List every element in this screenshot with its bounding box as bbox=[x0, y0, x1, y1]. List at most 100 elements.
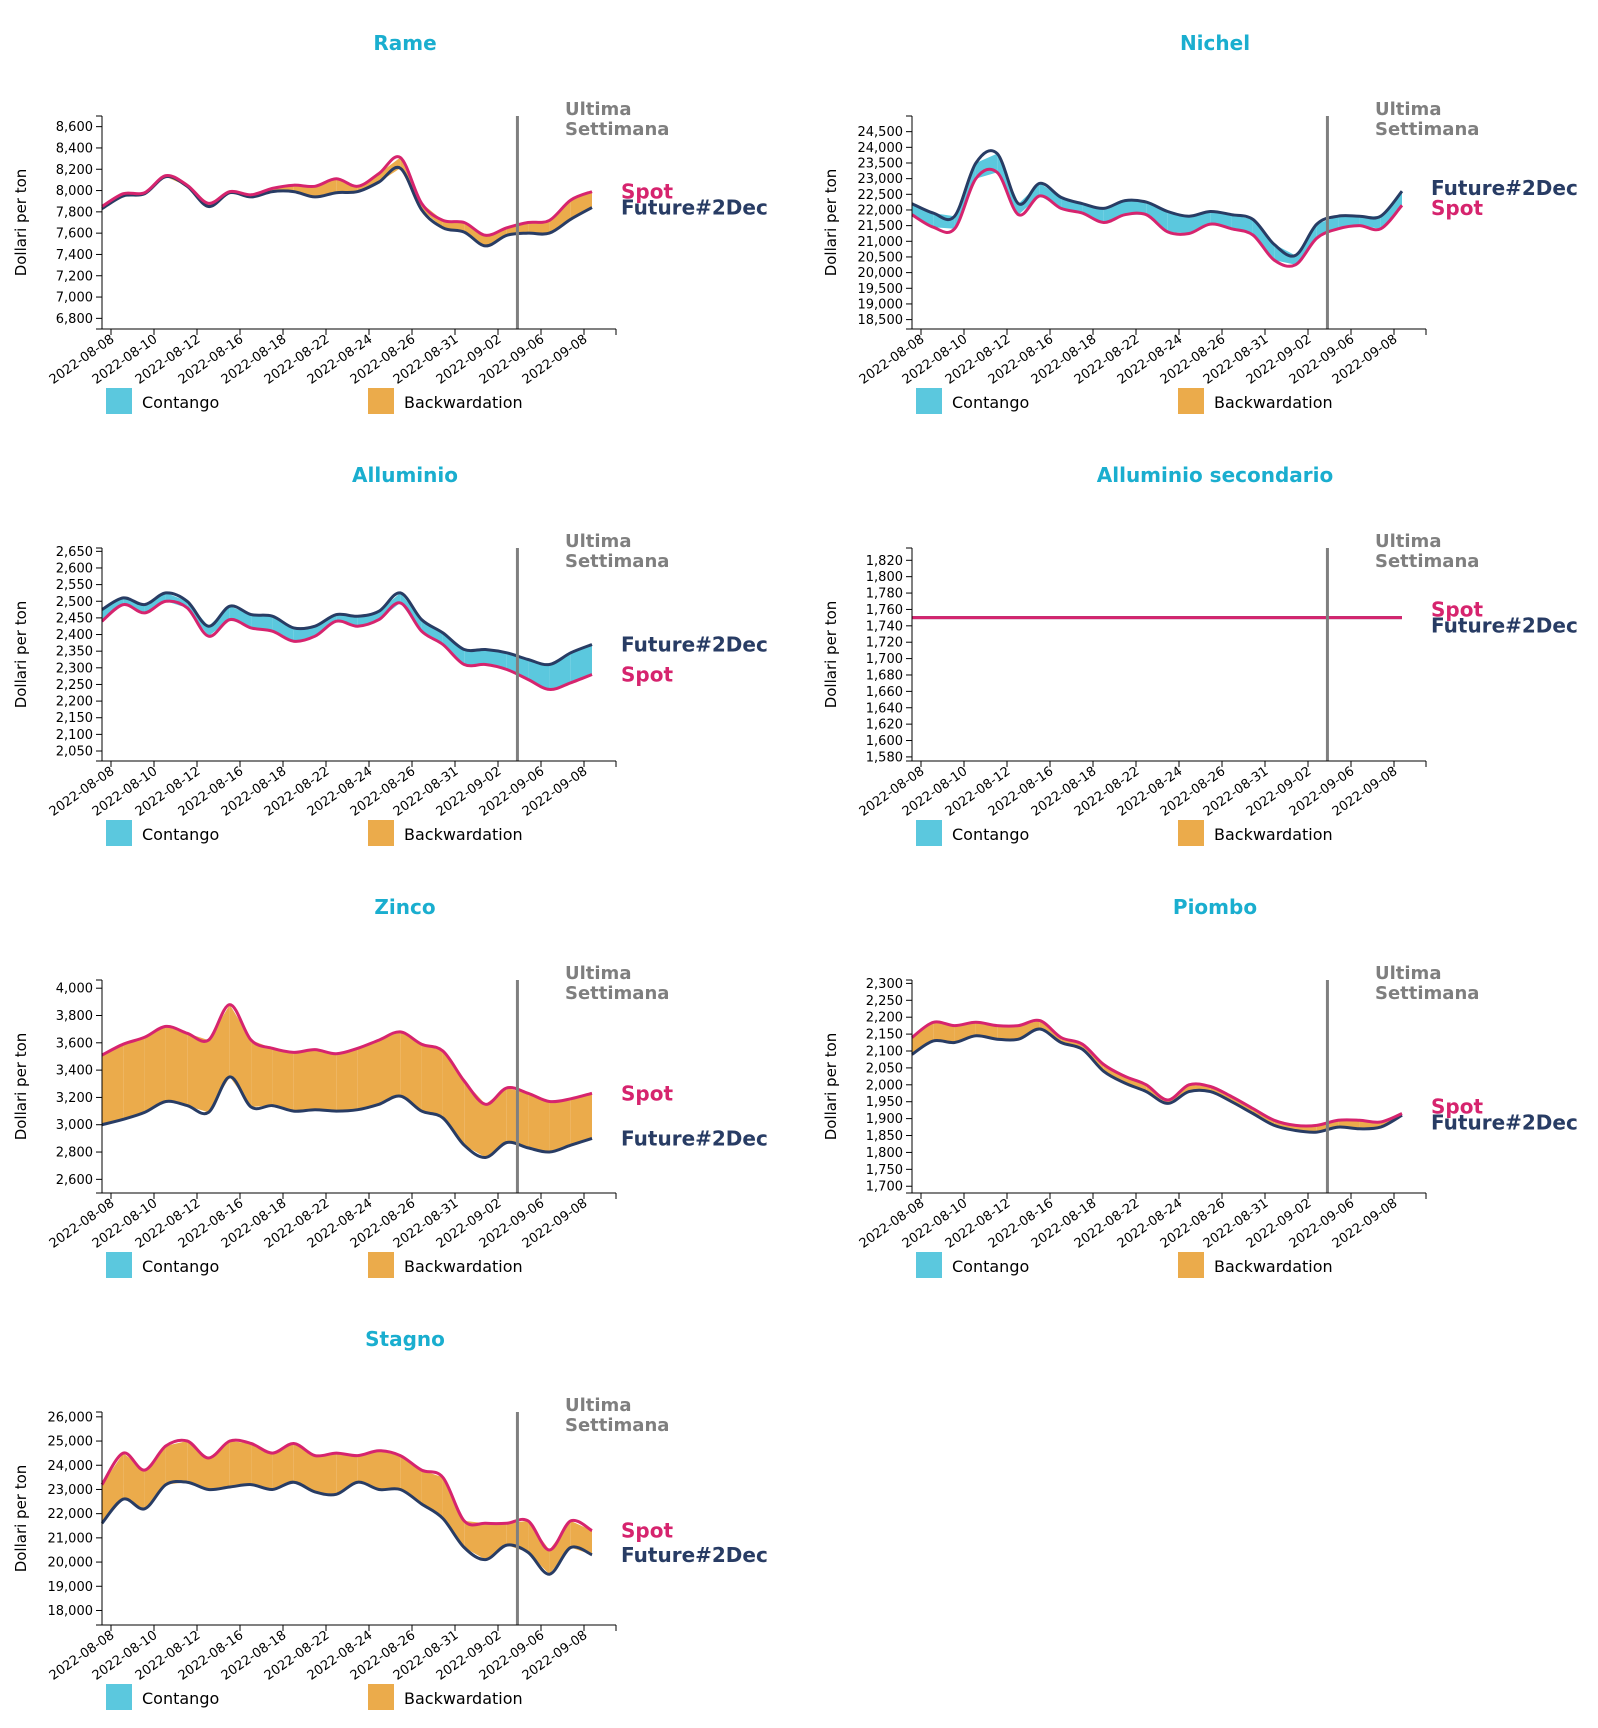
y-tick-label: 18,500 bbox=[858, 313, 904, 328]
contango-legend-label: Contango bbox=[142, 1689, 219, 1708]
last-week-label-line: Settimana bbox=[1375, 983, 1479, 1004]
y-tick-label: 18,000 bbox=[48, 1604, 94, 1619]
y-tick-label: 19,000 bbox=[48, 1580, 94, 1595]
contango-legend-label: Contango bbox=[952, 393, 1029, 412]
backwardation-legend-label: Backwardation bbox=[404, 393, 523, 412]
last-week-label-line: Settimana bbox=[565, 551, 669, 572]
y-tick-label: 23,500 bbox=[858, 156, 904, 171]
y-tick-label: 1,700 bbox=[866, 1180, 903, 1195]
y-tick-label: 21,500 bbox=[858, 219, 904, 234]
backwardation-area bbox=[272, 1443, 294, 1490]
contango-swatch bbox=[916, 820, 942, 846]
backwardation-area bbox=[123, 1037, 145, 1120]
backwardation-area bbox=[528, 1520, 550, 1575]
y-tick-label: 2,200 bbox=[866, 1011, 903, 1026]
backwardation-area bbox=[357, 1450, 379, 1490]
contango-swatch bbox=[916, 388, 942, 414]
y-tick-label: 1,700 bbox=[866, 652, 903, 667]
backwardation-area bbox=[251, 1040, 273, 1107]
y-tick-label: 1,600 bbox=[866, 734, 903, 749]
backwardation-swatch bbox=[1178, 820, 1204, 846]
backwardation-area bbox=[187, 1441, 209, 1490]
y-tick-label: 21,000 bbox=[858, 235, 904, 250]
y-tick-label: 8,400 bbox=[56, 141, 93, 156]
future-line bbox=[100, 1479, 593, 1576]
y-tick-label: 8,000 bbox=[56, 184, 93, 199]
y-tick-label: 2,100 bbox=[56, 728, 93, 743]
backwardation-area bbox=[528, 1093, 550, 1152]
backwardation-area bbox=[464, 222, 486, 246]
y-tick-label: 23,000 bbox=[48, 1483, 94, 1498]
y-tick-label: 1,800 bbox=[866, 1146, 903, 1161]
contango-area bbox=[442, 632, 465, 665]
future-line bbox=[911, 1027, 1403, 1134]
chart-zinco: Zinco Ultima Settimana 2,600 2,800 3,000 3,200… bbox=[12, 895, 768, 1278]
y-tick-label: 2,150 bbox=[866, 1028, 903, 1043]
y-tick-label: 1,660 bbox=[866, 685, 903, 700]
contango-area bbox=[997, 153, 1019, 215]
last-week-label-line: Ultima bbox=[1375, 99, 1441, 120]
backwardation-area bbox=[549, 1520, 571, 1575]
y-tick-label: 2,350 bbox=[56, 645, 93, 660]
backwardation-area bbox=[165, 1441, 188, 1485]
y-tick-label: 19,000 bbox=[858, 297, 904, 312]
last-week-label: Ultima Settimana bbox=[1375, 99, 1479, 140]
last-week-label-line: Ultima bbox=[1375, 531, 1441, 552]
backwardation-swatch bbox=[368, 1684, 394, 1710]
contango-area bbox=[1103, 200, 1125, 223]
contango-swatch bbox=[106, 820, 132, 846]
last-week-label: Ultima Settimana bbox=[565, 963, 669, 1004]
backwardation-area bbox=[549, 1098, 571, 1152]
contango-area bbox=[1039, 183, 1062, 209]
contango-legend-label: Contango bbox=[952, 825, 1029, 844]
y-tick-label: 2,050 bbox=[866, 1061, 903, 1076]
y-axis-label: Dollari per ton bbox=[822, 169, 840, 277]
backwardation-area bbox=[102, 1044, 124, 1125]
y-tick-label: 23,000 bbox=[858, 172, 904, 187]
y-tick-label: 1,640 bbox=[866, 701, 903, 716]
contango-swatch bbox=[106, 1252, 132, 1278]
last-week-label: Ultima Settimana bbox=[1375, 531, 1479, 572]
y-tick-label: 2,250 bbox=[56, 678, 93, 693]
contango-legend-label: Contango bbox=[952, 1257, 1029, 1276]
y-tick-label: 1,820 bbox=[866, 554, 903, 569]
chart-stagno: Stagno Ultima Settimana 18,000 19,000 20,000 2… bbox=[12, 1327, 768, 1710]
contango-swatch bbox=[106, 1684, 132, 1710]
chart-title: Alluminio bbox=[352, 463, 458, 487]
y-tick-label: 20,000 bbox=[48, 1556, 94, 1571]
contango-area bbox=[272, 616, 294, 642]
backwardation-area bbox=[336, 1048, 358, 1112]
backwardation-swatch bbox=[368, 1252, 394, 1278]
spot-label: Spot bbox=[621, 662, 673, 686]
y-tick-label: 2,550 bbox=[56, 578, 93, 593]
chart-rame: Rame Ultima Settimana 6,800 7,000 7,200 7,400 7… bbox=[12, 31, 768, 414]
last-week-label-line: Settimana bbox=[565, 1415, 669, 1436]
spot-line bbox=[911, 1018, 1403, 1128]
y-tick-label: 7,800 bbox=[56, 205, 93, 220]
y-axis-label: Dollari per ton bbox=[12, 601, 30, 709]
contango-legend-label: Contango bbox=[142, 825, 219, 844]
y-tick-label: 2,200 bbox=[56, 695, 93, 710]
backwardation-legend-label: Backwardation bbox=[1214, 1257, 1333, 1276]
backwardation-area bbox=[293, 1049, 315, 1112]
backwardation-area bbox=[165, 1026, 188, 1106]
y-tick-label: 1,900 bbox=[866, 1112, 903, 1127]
y-tick-label: 3,000 bbox=[56, 1118, 93, 1133]
chart-title: Rame bbox=[373, 31, 436, 55]
y-tick-label: 7,200 bbox=[56, 269, 93, 284]
future-label: Future#2Dec bbox=[621, 1126, 768, 1150]
chart-piombo: Piombo Ultima Settimana 1,700 1,750 1,800 1,85… bbox=[822, 895, 1578, 1278]
backwardation-area bbox=[144, 1026, 166, 1113]
y-tick-label: 20,000 bbox=[858, 266, 904, 281]
y-tick-label: 1,850 bbox=[866, 1129, 903, 1144]
y-tick-label: 3,400 bbox=[56, 1064, 93, 1079]
backwardation-area bbox=[464, 1520, 486, 1560]
backwardation-swatch bbox=[368, 388, 394, 414]
contango-swatch bbox=[106, 388, 132, 414]
backwardation-area bbox=[315, 1049, 337, 1112]
contango-area bbox=[570, 644, 592, 683]
spot-label: Spot bbox=[1431, 598, 1483, 622]
contango-area bbox=[229, 606, 252, 628]
y-tick-label: 24,000 bbox=[48, 1459, 94, 1474]
y-tick-label: 20,500 bbox=[858, 250, 904, 265]
